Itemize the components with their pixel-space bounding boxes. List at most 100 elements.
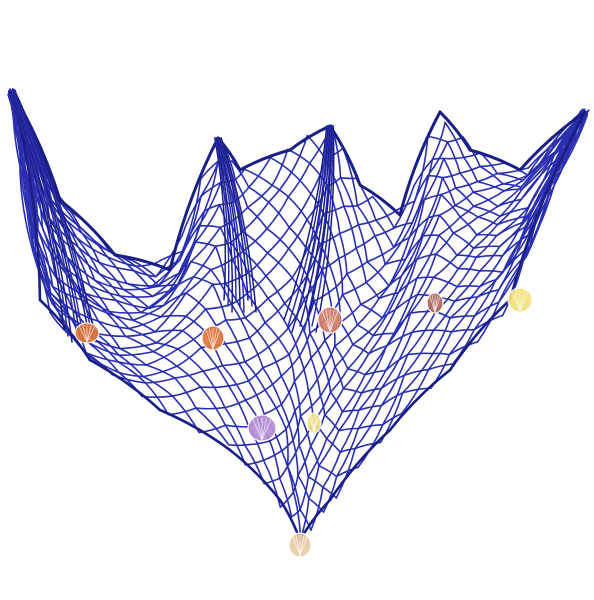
net-strand (416, 253, 437, 296)
net-strand (380, 392, 404, 407)
net-strand (278, 465, 289, 480)
net-strand (496, 198, 522, 208)
net-strand (308, 464, 320, 500)
net-strand (329, 368, 349, 393)
net-strand (267, 346, 283, 377)
net-strand (415, 234, 440, 280)
net-strand (115, 299, 150, 310)
net-strand (231, 258, 248, 295)
net-strand (427, 176, 444, 219)
net-strand (380, 353, 409, 407)
net-strand (19, 169, 34, 251)
net-strand (294, 391, 310, 412)
net-strand (415, 214, 441, 261)
net-strand (427, 141, 449, 177)
shell-ridge (515, 290, 521, 311)
net-strand (225, 319, 246, 363)
shell-ridge (325, 309, 331, 332)
net-strand (431, 121, 446, 161)
net-strand (214, 137, 230, 307)
net-strand (297, 445, 312, 477)
net-strand (366, 246, 395, 263)
net-strand (271, 184, 290, 198)
net-strand (323, 414, 340, 432)
net-strand (457, 247, 475, 270)
net-strand (244, 389, 266, 401)
net-strand (347, 334, 374, 370)
net-strand (374, 227, 395, 237)
net-strand (218, 137, 249, 301)
net-strand (181, 308, 207, 332)
net-strand (262, 367, 283, 406)
net-strand (438, 214, 455, 234)
net-strand (181, 195, 202, 236)
net-strand (221, 361, 246, 367)
net-strand (438, 234, 458, 256)
net-strand (247, 367, 264, 382)
net-strand (454, 191, 475, 207)
net-strand (356, 297, 380, 326)
net-strand (168, 276, 195, 292)
net-strand (501, 234, 529, 257)
net-strand (266, 196, 290, 230)
net-strand (479, 255, 504, 288)
net-strand (472, 183, 504, 193)
net-strand (288, 193, 312, 229)
net-strand (357, 387, 382, 430)
net-strand (247, 272, 269, 300)
net-strand (379, 392, 404, 444)
net-strand (13, 91, 93, 337)
shell-ridge (313, 414, 320, 433)
shell-ridge (261, 417, 273, 440)
net-strand (198, 181, 222, 227)
net-strand (442, 157, 457, 189)
net-strand (225, 317, 246, 321)
net-strand (450, 328, 475, 333)
net-strand (526, 143, 553, 176)
net-strand (307, 365, 325, 393)
net-strand (199, 160, 219, 180)
net-strand (293, 357, 312, 382)
net-strand (440, 187, 457, 196)
net-strand (224, 399, 247, 409)
net-strand (496, 198, 522, 226)
net-strand (246, 275, 267, 295)
net-strand (384, 258, 407, 266)
net-strand (475, 234, 498, 259)
net-strand (334, 343, 354, 368)
net-strand (118, 354, 145, 378)
net-strand (262, 459, 282, 508)
net-strand (324, 339, 336, 368)
net-strand (195, 406, 226, 410)
net-strand (318, 464, 338, 478)
net-strand (328, 428, 392, 502)
net-strand (118, 350, 155, 357)
net-strand (290, 509, 301, 518)
net-strand (199, 386, 227, 426)
net-strand (315, 125, 335, 333)
net-strand (283, 125, 328, 321)
net-strand (453, 296, 479, 303)
net-strand (343, 204, 359, 208)
net-strand (168, 136, 220, 272)
net-strand (446, 141, 461, 174)
shell-ridge (434, 294, 439, 313)
net-strand (378, 292, 399, 300)
net-strand (142, 365, 178, 378)
net-strand (228, 448, 282, 502)
net-strand (84, 292, 108, 314)
net-strand (459, 172, 475, 193)
net-strand (98, 261, 135, 272)
net-strand (88, 284, 121, 297)
net-strand (366, 261, 390, 287)
net-strand (456, 254, 477, 259)
net-strand (152, 350, 178, 367)
net-strand (267, 277, 293, 300)
net-strand (393, 222, 413, 229)
net-strand (459, 205, 475, 218)
shell-ridge (256, 417, 263, 440)
net-strand (310, 339, 326, 359)
net-strand (415, 253, 437, 261)
net-strand (269, 428, 287, 442)
net-strand (339, 447, 356, 454)
